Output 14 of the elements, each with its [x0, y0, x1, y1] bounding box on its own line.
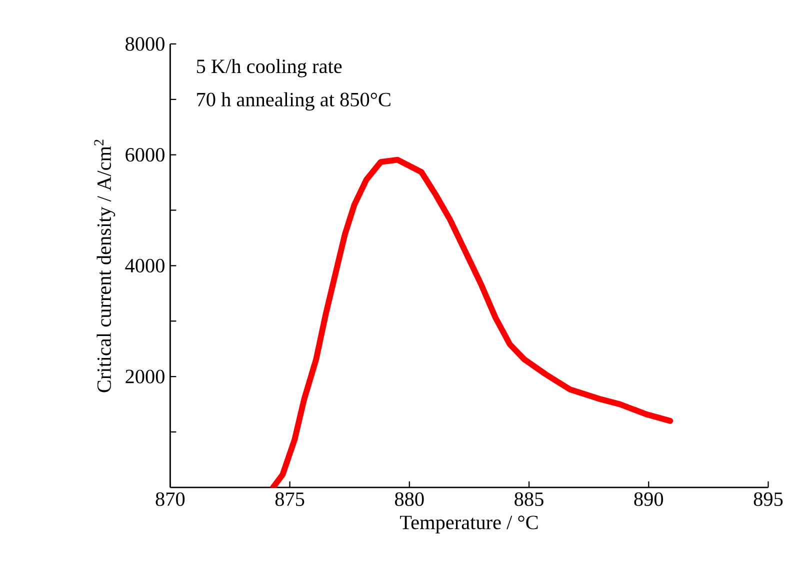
x-tick-label: 885 [514, 492, 544, 506]
y-tick-label: 4000 [125, 258, 164, 272]
x-tick-label: 870 [156, 492, 185, 506]
x-tick-label: 890 [634, 492, 664, 506]
annotation: 5 K/h cooling rate [196, 58, 342, 78]
x-tick-label: 880 [395, 492, 424, 506]
y-tick-label: 6000 [126, 148, 164, 162]
x-axis-title: Temperature / °C [400, 515, 538, 534]
y-tick-label: 2000 [126, 369, 164, 384]
x-tick-label: 875 [275, 492, 304, 506]
annotation: 70 h annealing at 850°C [197, 92, 390, 110]
y-axis-title: Critical current density / A/cm$^{2}$ [94, 140, 116, 392]
x-tick-label: 895 [754, 492, 783, 506]
y-tick-label: 8000 [126, 36, 164, 51]
